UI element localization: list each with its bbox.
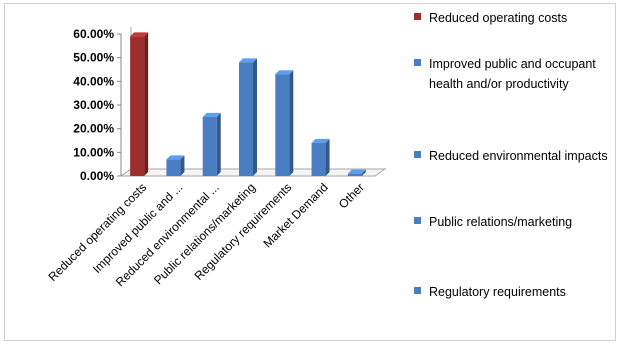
bar-2 [166,155,185,176]
y-tick-label: 50.00% [73,51,114,65]
bar-1 [130,32,149,176]
legend-swatch [414,287,421,294]
bar-top [311,138,330,143]
bar-side [216,112,221,176]
bar-side [180,155,185,176]
legend-swatch [414,151,421,158]
legend-item: Regulatory requirements [414,282,609,302]
bar-front [166,159,181,176]
legend-item: Reduced operating costs [414,8,609,28]
legend-label: Improved public and occupant health and/… [429,57,596,91]
bar-front [239,62,253,176]
back-wall-edge [120,27,132,177]
bar-side [289,70,294,176]
bar-top [166,155,185,160]
bar-side [144,32,149,176]
bar-front [311,142,326,176]
legend-label: Reduced operating costs [429,11,568,25]
y-tick-label: 20.00% [73,122,114,136]
x-tick-label: Other [336,180,367,211]
bar-7 [347,169,366,176]
bar-6 [311,138,330,176]
bar-front [202,116,217,176]
bar-top [130,32,149,37]
bar-front [275,74,290,176]
y-tick-label: 0.00% [80,169,114,183]
y-tick-label: 30.00% [73,98,114,112]
bar-top [347,169,366,174]
legend-item: Public relations/marketing [414,212,609,232]
legend-label: Regulatory requirements [429,285,566,299]
bar-side [325,138,330,176]
y-tick-label: 60.00% [73,27,114,41]
legend-item: Reduced environmental impacts [414,146,609,166]
bar-4 [239,58,257,176]
y-tick-label: 40.00% [73,74,114,88]
bar-side [361,169,366,176]
bar-front [130,36,145,176]
legend-label: Public relations/marketing [429,215,573,229]
legend-item: Improved public and occupant health and/… [414,54,609,94]
bar-top [202,112,221,117]
legend-swatch [414,13,421,20]
x-tick-label: Market Demand [260,180,330,250]
bar-5 [275,70,294,176]
y-tick-label: 10.00% [73,145,114,159]
bar-3 [202,112,221,176]
bar-top [275,70,294,75]
legend-swatch [414,59,421,66]
bar-top [239,58,257,63]
bar-front [347,173,362,176]
legend-swatch [414,217,421,224]
bar-side [253,58,257,176]
legend-label: Reduced environmental impacts [429,149,608,163]
